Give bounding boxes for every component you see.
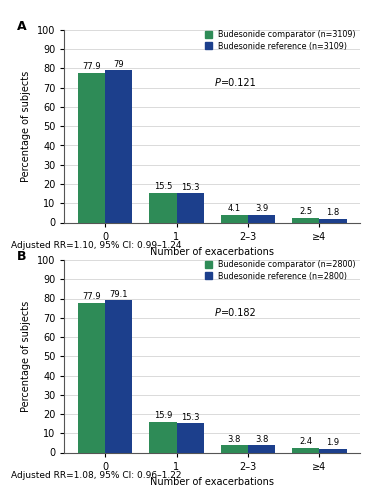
Text: 79: 79 xyxy=(113,60,124,69)
X-axis label: Number of exacerbations: Number of exacerbations xyxy=(150,477,274,487)
Text: 79.1: 79.1 xyxy=(110,290,128,298)
Text: 77.9: 77.9 xyxy=(82,62,101,71)
Bar xyxy=(105,300,132,452)
Bar xyxy=(221,445,248,452)
Text: 3.9: 3.9 xyxy=(255,204,268,214)
Text: 2.5: 2.5 xyxy=(299,207,312,216)
Bar xyxy=(292,218,319,222)
Text: A: A xyxy=(17,20,27,34)
Bar xyxy=(177,193,204,222)
Text: 3.8: 3.8 xyxy=(255,434,268,444)
Bar xyxy=(177,423,204,452)
Bar xyxy=(221,214,248,222)
Text: =0.121: =0.121 xyxy=(221,78,257,88)
Text: =0.182: =0.182 xyxy=(221,308,257,318)
Text: 77.9: 77.9 xyxy=(82,292,101,301)
Text: P: P xyxy=(215,78,221,88)
Text: 15.3: 15.3 xyxy=(181,182,199,192)
Bar xyxy=(319,219,347,222)
Text: 15.9: 15.9 xyxy=(154,412,172,420)
Text: 1.8: 1.8 xyxy=(326,208,340,218)
Bar xyxy=(292,448,319,452)
Bar xyxy=(149,422,177,452)
Text: Adjusted RR=1.08, 95% CI: 0.96–1.22: Adjusted RR=1.08, 95% CI: 0.96–1.22 xyxy=(11,471,182,480)
Text: 1.9: 1.9 xyxy=(326,438,340,448)
Y-axis label: Percentage of subjects: Percentage of subjects xyxy=(22,300,31,412)
Text: 2.4: 2.4 xyxy=(299,438,312,446)
Text: P: P xyxy=(215,308,221,318)
Bar xyxy=(248,445,275,452)
Bar xyxy=(105,70,132,223)
Legend: Budesonide comparator (n=2800), Budesonide reference (n=2800): Budesonide comparator (n=2800), Budesoni… xyxy=(205,260,356,280)
X-axis label: Number of exacerbations: Number of exacerbations xyxy=(150,247,274,257)
Y-axis label: Percentage of subjects: Percentage of subjects xyxy=(22,70,31,182)
Bar xyxy=(248,215,275,222)
Text: 3.8: 3.8 xyxy=(228,434,241,444)
Text: Adjusted RR=1.10, 95% CI: 0.99–1.24: Adjusted RR=1.10, 95% CI: 0.99–1.24 xyxy=(11,241,182,250)
Bar xyxy=(319,449,347,452)
Text: 4.1: 4.1 xyxy=(228,204,241,213)
Text: 15.5: 15.5 xyxy=(154,182,172,191)
Text: 15.3: 15.3 xyxy=(181,412,199,422)
Bar xyxy=(149,192,177,222)
Legend: Budesonide comparator (n=3109), Budesonide reference (n=3109): Budesonide comparator (n=3109), Budesoni… xyxy=(205,30,356,50)
Bar xyxy=(78,302,105,452)
Bar xyxy=(78,72,105,223)
Text: B: B xyxy=(17,250,27,264)
